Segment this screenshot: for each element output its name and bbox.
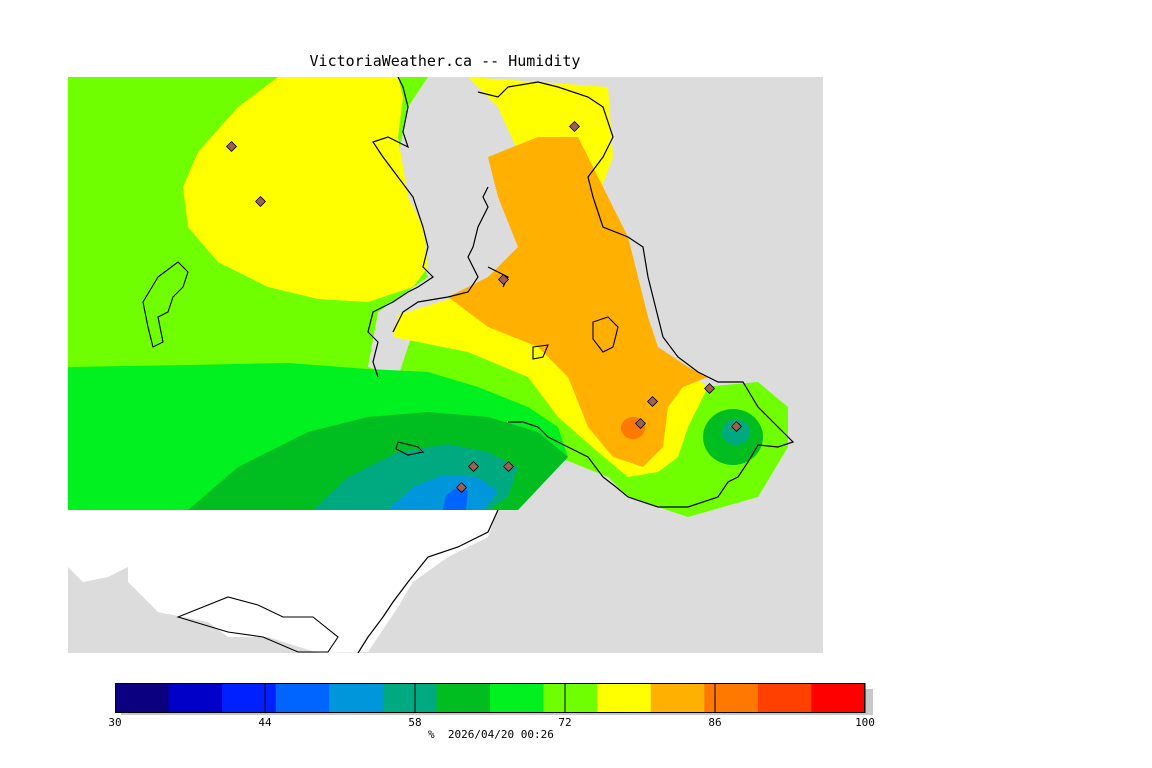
islands bbox=[142, 261, 619, 653]
colorbar-bin bbox=[704, 683, 759, 713]
island-south-big bbox=[176, 596, 339, 653]
footer-timestamp: 2026/04/20 00:26 bbox=[447, 728, 554, 741]
colorbar-bin bbox=[436, 683, 491, 713]
station-marker bbox=[634, 417, 647, 430]
colorbar-bin bbox=[757, 683, 812, 713]
colorbar-tick-label: 58 bbox=[408, 716, 422, 729]
station-marker bbox=[455, 481, 468, 494]
humidity-map bbox=[68, 77, 823, 653]
footer-unit: % bbox=[428, 728, 435, 741]
colorbar-bins bbox=[115, 683, 866, 713]
colorbar-bin bbox=[490, 683, 545, 713]
station-marker bbox=[730, 420, 743, 433]
colorbar-bin bbox=[222, 683, 277, 713]
contour-55-blue bbox=[388, 475, 498, 510]
colorbar-bin bbox=[597, 683, 652, 713]
colorbar-bin bbox=[543, 683, 598, 713]
colorbar-bin bbox=[329, 683, 384, 713]
contour-60-east-teal bbox=[722, 419, 750, 445]
colorbar bbox=[115, 683, 873, 715]
colorbar-bin bbox=[650, 683, 705, 713]
coastline-peninsula-west bbox=[392, 186, 489, 333]
colorbar-tick-label: 30 bbox=[108, 716, 122, 729]
island-strip bbox=[395, 441, 425, 456]
station-marker bbox=[254, 195, 267, 208]
station-marker bbox=[467, 460, 480, 473]
colorbar-bin bbox=[382, 683, 437, 713]
station-marker bbox=[568, 120, 581, 133]
station-marker bbox=[497, 273, 510, 286]
map-title: VictoriaWeather.ca -- Humidity bbox=[309, 52, 581, 70]
colorbar-tick-label: 86 bbox=[708, 716, 722, 729]
colorbar-bin bbox=[275, 683, 330, 713]
station-marker bbox=[225, 140, 238, 153]
outside-domain-area bbox=[68, 510, 498, 653]
humidity-contours bbox=[68, 77, 788, 517]
coastline-south bbox=[357, 509, 499, 653]
colorbar-tick-label: 44 bbox=[258, 716, 272, 729]
map-footer: % 2026/04/20 00:26 bbox=[428, 728, 554, 741]
contour-80-yellow-nw bbox=[183, 77, 428, 302]
island-inlet bbox=[592, 316, 619, 353]
colorbar-bin bbox=[168, 683, 223, 713]
island-small bbox=[532, 344, 549, 360]
coastline-north-west bbox=[367, 77, 434, 378]
colorbar-frame bbox=[115, 683, 865, 713]
colorbar-tick-label: 72 bbox=[558, 716, 572, 729]
station-marker bbox=[502, 460, 515, 473]
station-marker bbox=[703, 382, 716, 395]
island-west bbox=[142, 261, 189, 348]
colorbar-bin bbox=[811, 683, 866, 713]
colorbar-bin bbox=[115, 683, 170, 713]
contour-85-orange bbox=[448, 137, 708, 467]
station-marker bbox=[646, 395, 659, 408]
coastline-saanich-west bbox=[477, 81, 795, 508]
station-markers bbox=[225, 120, 743, 494]
colorbar-tick-label: 100 bbox=[855, 716, 875, 729]
